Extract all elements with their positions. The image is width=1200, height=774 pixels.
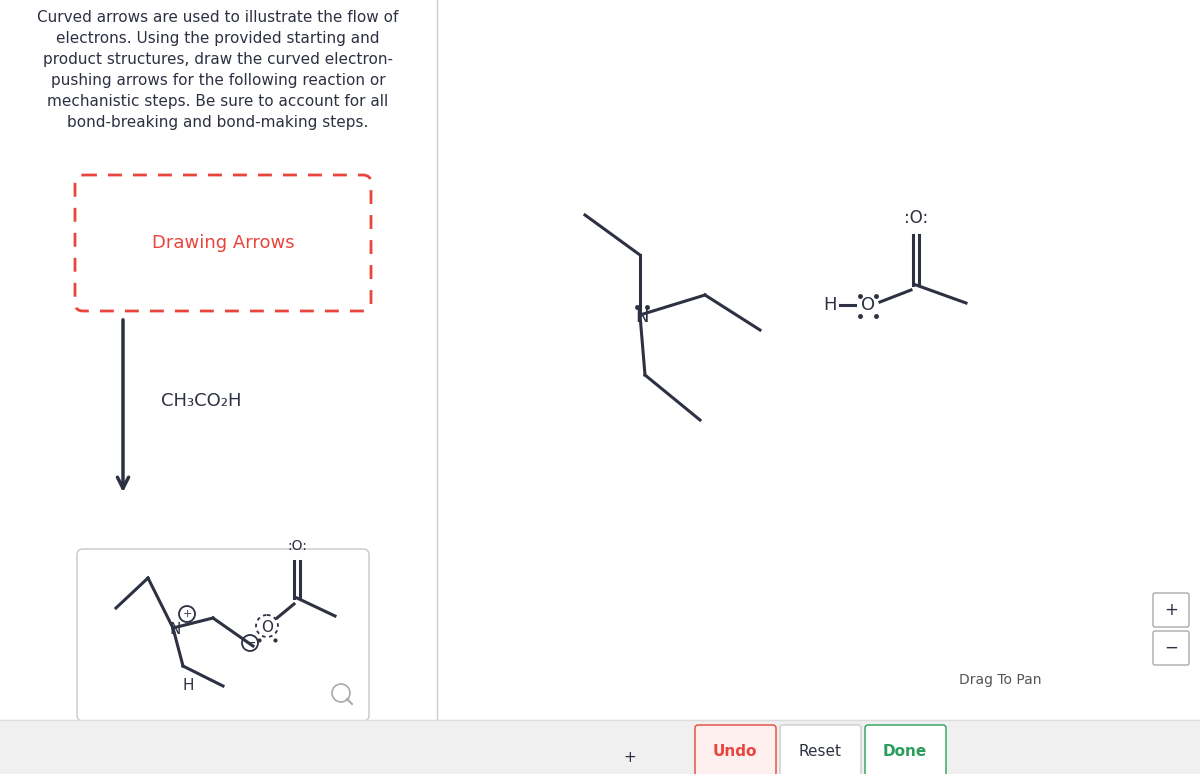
FancyBboxPatch shape xyxy=(780,725,862,774)
Text: Done: Done xyxy=(883,744,928,759)
Text: H: H xyxy=(182,679,193,694)
Text: O: O xyxy=(262,619,274,635)
Text: +: + xyxy=(624,749,636,765)
Bar xyxy=(0,720,1200,774)
FancyBboxPatch shape xyxy=(865,725,946,774)
Text: N: N xyxy=(635,308,649,326)
Text: :O:: :O: xyxy=(904,209,928,227)
Text: Drawing Arrows: Drawing Arrows xyxy=(151,234,294,252)
FancyBboxPatch shape xyxy=(74,175,371,311)
Text: Curved arrows are used to illustrate the flow of
electrons. Using the provided s: Curved arrows are used to illustrate the… xyxy=(37,10,398,130)
FancyBboxPatch shape xyxy=(1153,593,1189,627)
Text: −: − xyxy=(244,636,256,650)
Text: Drag To Pan: Drag To Pan xyxy=(959,673,1042,687)
Text: Reset: Reset xyxy=(798,744,841,759)
Text: Undo: Undo xyxy=(713,744,757,759)
Text: +: + xyxy=(182,609,192,619)
Text: O: O xyxy=(860,296,875,314)
Text: −: − xyxy=(1164,639,1178,657)
FancyBboxPatch shape xyxy=(1153,631,1189,665)
Text: +: + xyxy=(1164,601,1178,619)
Text: H: H xyxy=(823,296,836,314)
Text: N: N xyxy=(169,622,181,638)
Text: :O:: :O: xyxy=(287,539,307,553)
FancyBboxPatch shape xyxy=(695,725,776,774)
Text: CH₃CO₂H: CH₃CO₂H xyxy=(161,392,241,410)
FancyBboxPatch shape xyxy=(77,549,370,721)
